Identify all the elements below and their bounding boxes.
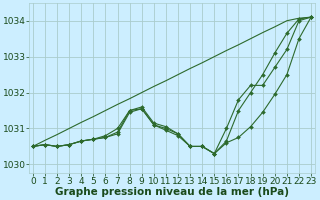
X-axis label: Graphe pression niveau de la mer (hPa): Graphe pression niveau de la mer (hPa)	[55, 187, 289, 197]
